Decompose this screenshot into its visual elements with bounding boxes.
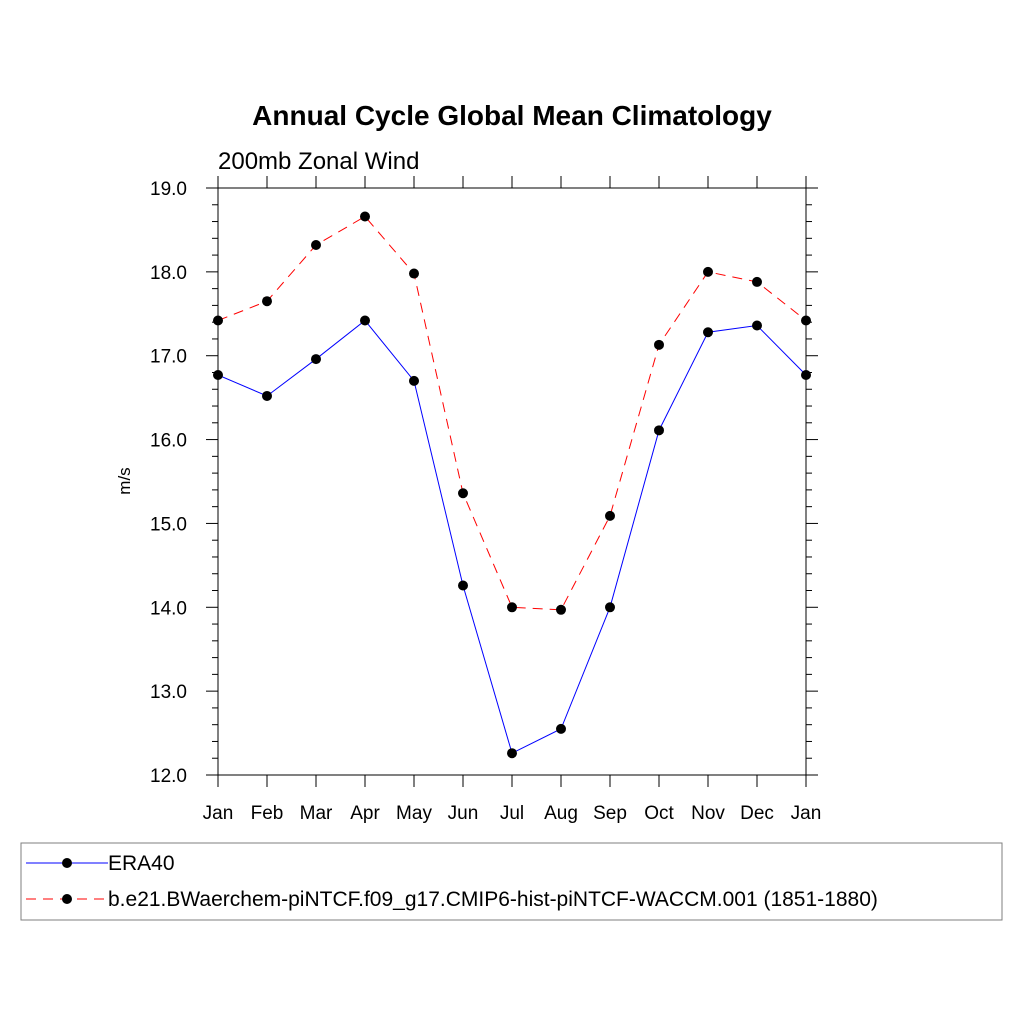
x-tick-label: Jun: [448, 803, 479, 824]
series-1-point: [703, 266, 713, 277]
x-tick-label: Sep: [593, 803, 627, 824]
series-1-point: [409, 268, 419, 279]
series-0-point: [752, 320, 762, 331]
y-tick-label: 14.0: [150, 598, 187, 619]
y-tick-label: 16.0: [150, 431, 187, 452]
series-1-point: [360, 211, 370, 222]
series-1-point: [458, 488, 468, 499]
y-tick-label: 15.0: [150, 514, 187, 535]
x-tick-label: Jul: [500, 803, 524, 824]
y-tick-label: 18.0: [150, 263, 187, 284]
legend: ERA40 b.e21.BWaerchem-piNTCF.f09_g17.CMI…: [20, 842, 1003, 921]
series-lines: [217, 215, 807, 754]
chart-subtitle: 200mb Zonal Wind: [218, 148, 419, 175]
y-tick-label: 13.0: [150, 682, 187, 703]
x-tick-label: Jan: [203, 803, 234, 824]
series-1-point: [654, 339, 664, 350]
series-0-point: [311, 354, 321, 365]
series-0-point: [556, 723, 566, 734]
legend-label-model: b.e21.BWaerchem-piNTCF.f09_g17.CMIP6-his…: [108, 888, 878, 911]
legend-marker-model: [62, 894, 72, 904]
series-line-1: [217, 215, 807, 611]
series-0-point: [458, 580, 468, 591]
y-tick-label: 12.0: [150, 766, 187, 787]
series-0-point: [654, 425, 664, 436]
series-1-point: [556, 604, 566, 615]
y-axis-label: m/s: [115, 467, 134, 494]
x-tick-label: Apr: [350, 803, 380, 824]
x-tick-label: Oct: [644, 803, 674, 824]
legend-marker-era40: [62, 858, 72, 868]
x-tick-label: Nov: [691, 803, 725, 824]
x-tick-labels: Jan Feb Mar Apr May Jun Jul Aug Sep Oct Nov Dec Jan: [203, 803, 822, 824]
series-1-point: [752, 276, 762, 287]
chart-title: Annual Cycle Global Mean Climatology: [252, 100, 772, 131]
x-tick-label: Dec: [740, 803, 774, 824]
y-tick-labels: 12.0 13.0 14.0 15.0 16.0 17.0 18.0 19.0: [150, 179, 187, 787]
series-0-point: [262, 390, 272, 401]
x-tick-label: Jan: [791, 803, 822, 824]
series-0-point: [605, 602, 615, 613]
plot-frame: [217, 187, 807, 776]
axis-ticks: [206, 176, 818, 787]
y-tick-label: 19.0: [150, 179, 187, 200]
series-0-point: [507, 748, 517, 759]
y-tick-label: 17.0: [150, 347, 187, 368]
series-0-point: [703, 327, 713, 338]
series-0-point: [409, 375, 419, 386]
x-tick-label: Aug: [544, 803, 578, 824]
series-1-point: [262, 296, 272, 307]
series-1-point: [507, 602, 517, 613]
series-0-point: [360, 315, 370, 326]
x-tick-label: May: [396, 803, 432, 824]
legend-label-era40: ERA40: [108, 852, 175, 875]
x-tick-label: Mar: [300, 803, 333, 824]
series-1-point: [605, 510, 615, 521]
series-points: [213, 211, 811, 759]
x-tick-label: Feb: [251, 803, 284, 824]
series-line-0: [217, 319, 807, 754]
series-1-point: [311, 240, 321, 251]
legend-box: [20, 842, 1003, 921]
